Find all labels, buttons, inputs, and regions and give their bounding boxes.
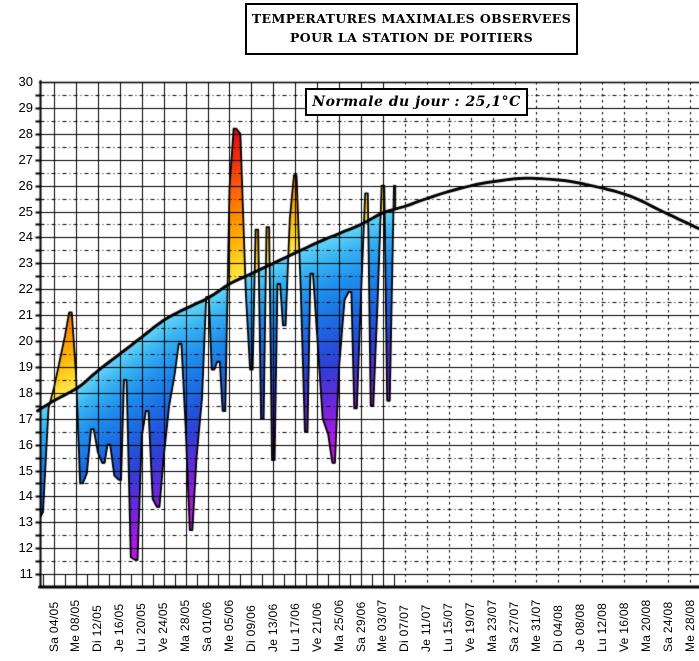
x-axis-label: Me 28/08 (682, 599, 697, 652)
x-axis-label: Ve 19/07 (463, 602, 478, 652)
y-axis-label: 13 (18, 514, 33, 530)
chart-title-box: TEMPERATURES MAXIMALES OBSERVEES POUR LA… (245, 3, 578, 55)
chart-title-line2: POUR LA STATION DE POITIERS (290, 30, 533, 45)
y-axis-label: 21 (18, 307, 33, 323)
y-axis-label: 25 (18, 203, 33, 219)
normale-du-jour-annotation: Normale du jour : 25,1°C (305, 88, 528, 116)
x-axis-label: Sa 24/08 (660, 601, 675, 652)
x-axis-label: Ma 23/07 (485, 599, 500, 652)
y-axis-label: 20 (18, 333, 33, 348)
y-axis-label: 12 (18, 540, 33, 556)
x-axis-label: Me 31/07 (528, 599, 543, 652)
x-axis-label: Je 16/05 (112, 603, 127, 652)
x-axis-label: Ve 24/05 (156, 602, 171, 652)
x-axis-label: Di 04/08 (550, 604, 565, 652)
x-axis-label: Ma 20/08 (638, 599, 653, 652)
x-axis-label: Ma 25/06 (331, 599, 346, 652)
y-axis-label: 22 (18, 281, 33, 297)
x-axis-label: Di 12/05 (90, 604, 105, 652)
y-axis-label: 11 (19, 566, 34, 582)
x-axis-label: Ve 21/06 (309, 602, 324, 652)
y-axis-label: 16 (18, 436, 33, 452)
x-axis-label: Ve 16/08 (616, 602, 631, 652)
x-axis-label: Me 03/07 (375, 599, 390, 652)
y-axis-label: 23 (18, 255, 33, 271)
x-axis-label: Je 08/08 (572, 603, 587, 652)
x-axis-label: Lu 17/06 (287, 602, 302, 652)
x-axis-label: Sa 04/05 (46, 601, 61, 652)
x-axis-label: Lu 12/08 (594, 602, 609, 652)
y-axis-label: 26 (18, 177, 33, 193)
y-axis-label: 24 (18, 229, 33, 245)
x-axis-label: Lu 15/07 (441, 602, 456, 652)
x-axis-label: Di 09/06 (243, 604, 258, 652)
y-axis-label: 14 (18, 488, 33, 504)
x-axis-label: Di 07/07 (397, 604, 412, 652)
y-axis-label: 18 (18, 384, 33, 400)
x-axis-label: Lu 20/05 (134, 602, 149, 652)
x-axis-label: Sa 27/07 (507, 601, 522, 652)
x-axis-label: Je 13/06 (265, 603, 280, 652)
x-axis-label: Ma 28/05 (178, 599, 193, 652)
x-axis-label: Me 05/06 (221, 599, 236, 652)
x-axis-label: Je 11/07 (419, 604, 434, 652)
x-axis-label: Sa 01/06 (200, 601, 215, 652)
y-axis-label: 19 (18, 358, 33, 374)
x-axis-label: Sa 29/06 (353, 601, 368, 652)
chart-title-line1: TEMPERATURES MAXIMALES OBSERVEES (251, 11, 572, 26)
y-axis-label: 28 (18, 125, 33, 141)
y-axis-label: 27 (18, 151, 33, 167)
y-axis-label: 29 (18, 99, 33, 115)
y-axis-label: 30 (18, 74, 33, 89)
x-axis-label: Me 08/05 (68, 599, 83, 652)
y-axis-label: 15 (18, 462, 33, 478)
y-axis-label: 17 (18, 410, 33, 426)
